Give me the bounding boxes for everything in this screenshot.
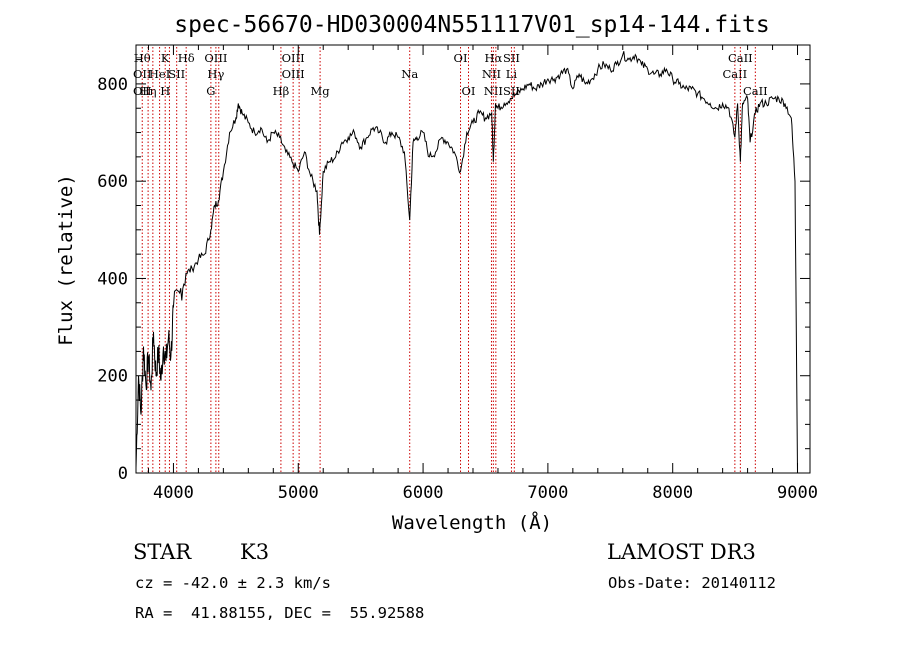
x-tick-label: 8000 (652, 483, 693, 503)
x-tick-label: 7000 (527, 483, 568, 503)
y-tick-label: 600 (97, 172, 128, 192)
chart-title: spec-56670-HD030004N551117V01_sp14-144.f… (174, 12, 769, 38)
object-subclass: K3 (240, 540, 270, 564)
y-tick-label: 400 (97, 269, 128, 289)
line-label: OII (133, 67, 152, 81)
line-label: Hβ (273, 84, 290, 98)
line-label: Na (401, 67, 418, 81)
plot-area: HθOIIOIIHηHeIKHSIIHδGOIIIHγHβOIIIOIIIMgN… (97, 44, 818, 503)
x-tick-label: 9000 (777, 483, 818, 503)
y-tick-label: 0 (118, 464, 128, 484)
survey-label: LAMOST DR3 (607, 540, 756, 564)
line-label: NII (484, 84, 503, 98)
line-label: OIII (282, 51, 305, 65)
line-label: CaII (728, 51, 753, 65)
object-class: STAR (133, 540, 192, 564)
coordinates-text: RA = 41.88155, DEC = 55.92588 (135, 604, 425, 622)
x-tick-label: 6000 (403, 483, 444, 503)
line-label: Mg (311, 84, 331, 98)
line-label: Hθ (134, 51, 151, 65)
spectrum-line (135, 51, 798, 474)
line-label: CaII (722, 67, 747, 81)
line-label: Li (506, 67, 518, 81)
line-label: Hγ (207, 67, 224, 81)
plot-frame (135, 44, 811, 474)
line-label: Hα (484, 51, 502, 65)
line-label: K (161, 51, 170, 65)
y-axis-label: Flux (relative) (55, 174, 77, 346)
y-tick-label: 200 (97, 367, 128, 387)
redshift-text: cz = -42.0 ± 2.3 km/s (135, 574, 331, 592)
line-label: G (206, 84, 215, 98)
x-tick-label: 4000 (153, 483, 194, 503)
line-label: OI (454, 51, 468, 65)
obs-date-text: Obs-Date: 20140112 (608, 574, 776, 592)
line-label: OII (133, 84, 152, 98)
line-label: OIII (204, 51, 227, 65)
line-label: OIII (282, 67, 305, 81)
line-label: Hδ (178, 51, 195, 65)
x-axis-label: Wavelength (Å) (392, 511, 552, 534)
line-label: NII (482, 67, 501, 81)
line-label: SII (503, 51, 520, 65)
line-label: H (160, 84, 170, 98)
line-label: Hη (140, 84, 157, 98)
x-tick-label: 5000 (278, 483, 319, 503)
line-label: SII (168, 67, 185, 81)
line-label: OI (462, 84, 476, 98)
line-label: CaII (743, 84, 768, 98)
line-label: HeI (149, 67, 170, 81)
y-tick-label: 800 (97, 75, 128, 95)
